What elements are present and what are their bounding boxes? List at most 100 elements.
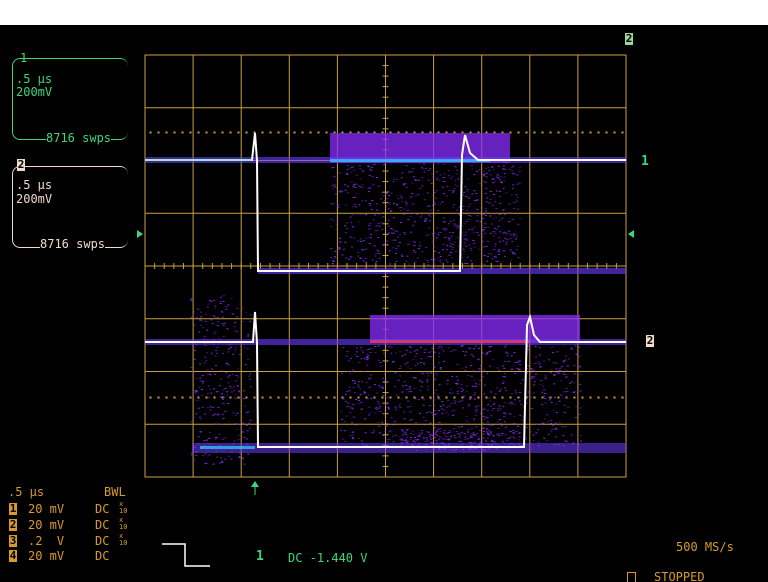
reference-dot [485,131,488,134]
persistence-dot [395,204,398,206]
persistence-dot [197,436,200,438]
persistence-dot [249,314,252,316]
persistence-dot [566,370,569,372]
persistence-dot [191,452,193,453]
persistence-dot [436,227,439,229]
persistence-dot [576,380,579,382]
persistence-dot [398,207,401,209]
persistence-dot [560,366,563,368]
persistence-dot [492,435,495,437]
channel-2-chip[interactable]: 2 [9,518,17,531]
persistence-dot [489,365,491,367]
channel-1-chip[interactable]: 1 [9,502,17,515]
persistence-dot [432,414,435,416]
persistence-dot [530,377,533,379]
persistence-dot [419,242,422,244]
persistence-dot [458,433,461,435]
persistence-dot [516,174,518,176]
persistence-dot [517,439,520,441]
persistence-dot [520,403,523,405]
persistence-dot [204,453,207,455]
persistence-dot [203,444,206,446]
persistence-dot [511,173,514,174]
persistence-dot [499,408,502,410]
persistence-dot [433,427,436,429]
persistence-dot [344,393,347,395]
persistence-dot [553,374,556,376]
persistence-dot [331,185,334,187]
persistence-dot [375,407,378,409]
persistence-dot [383,443,386,445]
persistence-dot [506,355,509,357]
persistence-dot [512,443,515,445]
persistence-dot [381,387,384,389]
persistence-dot [208,373,211,375]
persistence-dot [519,441,522,443]
persistence-dot [205,342,208,344]
sample-rate: 500 MS/s [676,540,734,554]
persistence-dot [414,179,417,181]
persistence-dot [226,395,229,397]
persistence-dot [512,432,515,434]
persistence-dot [502,441,505,443]
persistence-dot [241,307,243,309]
persistence-dot [471,386,474,388]
persistence-dot [456,392,459,394]
persistence-dot [481,449,484,451]
persistence-dot [423,437,425,439]
persistence-dot [560,394,563,396]
reference-dot [597,396,600,399]
persistence-dot [214,413,217,415]
persistence-dot [347,370,350,372]
persistence-dot [378,425,381,427]
channel-4-chip[interactable]: 4 [9,549,17,562]
persistence-dot [467,429,470,431]
persistence-dot [379,365,382,367]
persistence-dot [378,257,381,259]
persistence-dot [408,172,411,174]
persistence-dot [408,212,411,214]
channel-3-chip[interactable]: 3 [9,534,17,547]
persistence-dot [484,232,487,234]
run-state[interactable]: STOPPED [654,570,705,582]
channel-1-info-box[interactable] [12,58,128,140]
persistence-dot [537,361,540,363]
persistence-dot [461,345,464,347]
persistence-dot [474,391,477,393]
persistence-dot [497,409,500,411]
persistence-dot [220,457,222,459]
persistence-dot [458,426,461,428]
persistence-dot [492,182,494,184]
persistence-dot [445,228,448,230]
persistence-dot [492,204,494,206]
persistence-dot [427,431,430,433]
persistence-dot [460,388,463,390]
persistence-dot [509,443,512,445]
persistence-dot [439,442,442,444]
persistence-dot [499,433,502,434]
persistence-dot [484,172,487,174]
persistence-dot [488,424,491,426]
reference-dot [477,131,480,134]
persistence-dot [368,355,370,357]
persistence-dot [477,436,480,438]
persistence-dot [347,402,350,404]
persistence-dot [439,368,442,370]
persistence-dot [492,403,495,405]
persistence-dot [433,202,436,204]
persistence-dot [485,441,488,443]
persistence-dot [437,257,440,259]
persistence-dot [367,166,370,167]
persistence-dot [509,261,512,263]
persistence-dot [468,399,471,401]
persistence-dot [504,168,507,170]
persistence-dot [490,405,492,407]
persistence-dot [460,254,463,256]
persistence-dot [444,435,447,437]
persistence-dot [451,410,454,412]
persistence-dot [443,227,445,229]
persistence-dot [435,440,438,442]
persistence-dot [385,425,388,427]
persistence-dot [463,251,466,253]
persistence-dot [565,376,568,378]
